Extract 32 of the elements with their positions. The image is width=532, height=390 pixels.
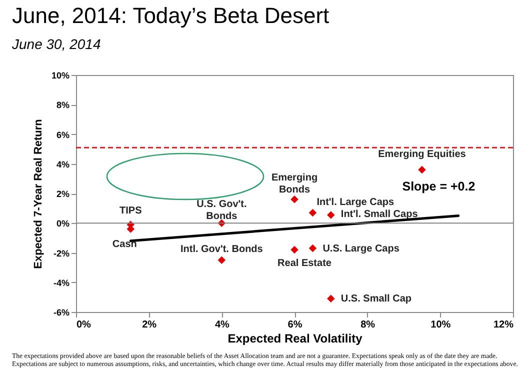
chart-title: June, 2014: Today’s Beta Desert	[12, 3, 330, 28]
y-axis-title: Expected 7-Year Real Return	[32, 118, 44, 269]
x-axis-title: Expected Real Volatility	[228, 332, 363, 346]
y-tick-label: -2%	[53, 248, 70, 258]
series-label: TIPS	[120, 206, 142, 217]
series-label: U.S. Gov't. Bonds	[196, 199, 247, 222]
annotation: Slope = +0.2	[402, 179, 476, 194]
y-tick-label: 8%	[56, 100, 70, 110]
y-tick-label: 2%	[56, 189, 70, 199]
x-tick-label: 2%	[142, 320, 157, 330]
series-label: Cash	[112, 239, 137, 250]
series-label: Int'l. Large Caps	[316, 196, 395, 208]
x-tick-label: 0%	[76, 320, 92, 330]
y-tick-label: -4%	[53, 278, 70, 288]
chart-subtitle: June 30, 2014	[11, 36, 101, 52]
y-tick-label: 4%	[56, 159, 70, 170]
y-tick-label: 6%	[56, 130, 70, 140]
x-tick-label: 6%	[288, 320, 302, 330]
series-label: Int'l. Small Caps	[340, 208, 418, 220]
series-label: Emerging Bonds	[271, 172, 318, 196]
series-label: Emerging Equities	[378, 148, 466, 160]
y-tick-label: 10%	[51, 70, 70, 80]
series-label: U.S. Small Cap	[340, 294, 412, 305]
x-tick-label: 12%	[493, 320, 514, 330]
x-tick-label: 10%	[430, 320, 451, 330]
series-label: U.S. Large Caps	[322, 243, 400, 254]
x-tick-label: 8%	[360, 320, 376, 330]
y-tick-label: -6%	[53, 308, 70, 318]
series-label: Real Estate	[278, 258, 332, 269]
x-tick-label: 4%	[214, 320, 230, 330]
y-tick-label: 0%	[56, 218, 70, 229]
series-label: Intl. Gov't. Bonds	[180, 244, 264, 256]
